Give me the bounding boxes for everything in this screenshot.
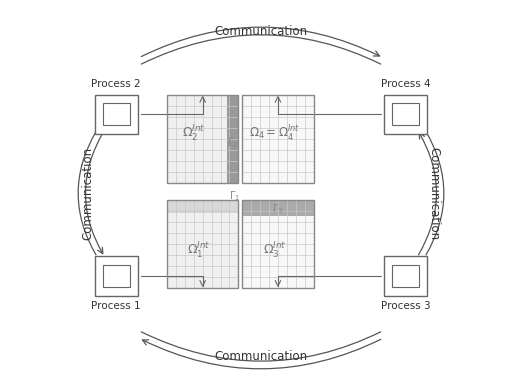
Bar: [393, 103, 419, 125]
Text: Communication: Communication: [215, 351, 307, 363]
Text: $\Gamma_1$: $\Gamma_1$: [229, 190, 240, 204]
Bar: [167, 94, 239, 183]
Text: $\Omega_2^{Int}$: $\Omega_2^{Int}$: [182, 124, 206, 144]
Bar: [103, 265, 129, 287]
Text: $\Gamma_3$: $\Gamma_3$: [272, 202, 283, 216]
Text: $\Gamma_2$: $\Gamma_2$: [227, 136, 238, 150]
Text: Process 3: Process 3: [381, 301, 431, 312]
Bar: [242, 94, 314, 183]
Bar: [167, 94, 239, 183]
Bar: [94, 256, 138, 296]
Bar: [242, 94, 314, 183]
Bar: [384, 94, 428, 134]
Text: Process 2: Process 2: [91, 79, 141, 89]
Text: Communication: Communication: [81, 147, 94, 240]
Bar: [167, 200, 239, 288]
Text: $\Omega_4 = \Omega_4^{Int}$: $\Omega_4 = \Omega_4^{Int}$: [248, 124, 300, 144]
Bar: [242, 200, 314, 216]
Bar: [94, 94, 138, 134]
Text: $\Omega_1^{Int}$: $\Omega_1^{Int}$: [187, 241, 211, 261]
Bar: [103, 103, 129, 125]
Bar: [167, 200, 239, 213]
Bar: [242, 200, 314, 288]
Bar: [384, 256, 428, 296]
Text: Process 4: Process 4: [381, 79, 431, 89]
Bar: [242, 200, 314, 288]
Text: Process 1: Process 1: [91, 301, 141, 312]
Bar: [227, 94, 239, 183]
Bar: [393, 265, 419, 287]
Text: $\Omega_3^{Int}$: $\Omega_3^{Int}$: [263, 241, 286, 261]
Bar: [167, 200, 239, 288]
Text: Communication: Communication: [428, 147, 441, 240]
Text: Communication: Communication: [215, 25, 307, 38]
